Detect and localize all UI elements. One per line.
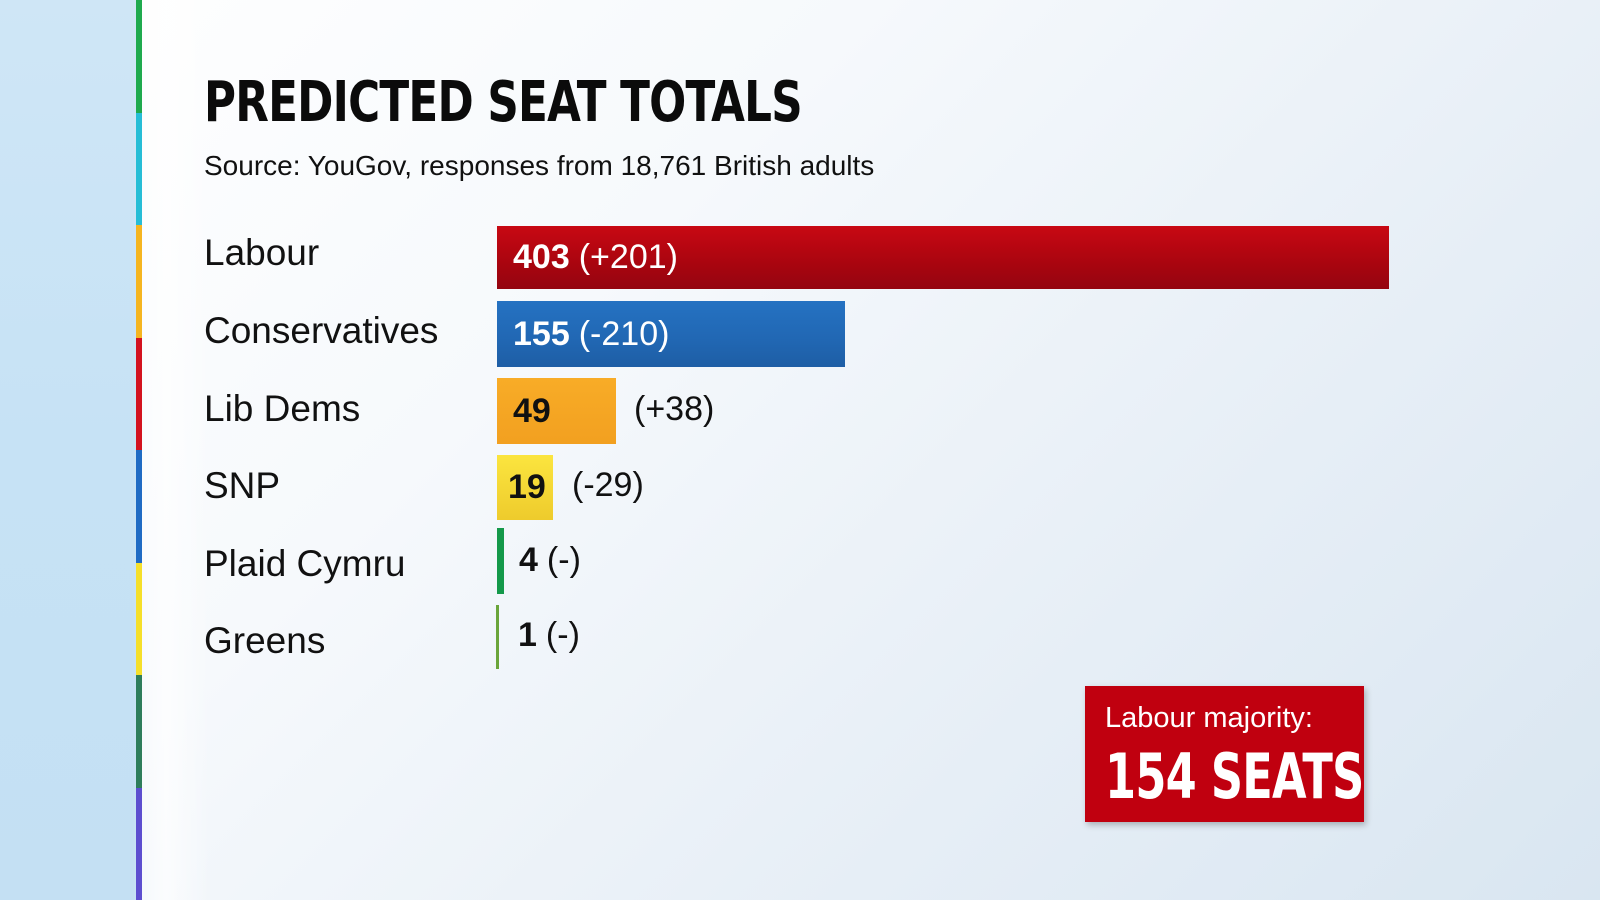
change-libdems-wrap: (+38) — [634, 390, 714, 429]
change-snp-wrap: (-29) — [572, 466, 644, 505]
stripe-segment — [136, 337, 142, 450]
chart-title: PREDICTED SEAT TOTALS — [204, 70, 803, 135]
majority-callout: Labour majority: 154 SEATS — [1085, 686, 1364, 822]
change-conservatives: (-210) — [578, 314, 670, 353]
change-greens: (-) — [545, 616, 580, 654]
bar-libdems: 49 — [497, 378, 616, 444]
left-decorative-panel — [0, 0, 136, 900]
bar-conservatives: 155 (-210) — [497, 301, 845, 367]
change-labour: (+201) — [578, 238, 678, 276]
seats-snp: 19 — [508, 468, 546, 506]
seats-libdems: 49 — [513, 391, 551, 430]
party-label-greens: Greens — [204, 620, 326, 661]
seats-plaid-cymru: 4 — [519, 541, 538, 579]
stripe-segment — [136, 0, 142, 113]
stripe-segment — [136, 225, 142, 338]
change-libdems: (+38) — [634, 390, 715, 428]
bar-labour: 403 (+201) — [497, 226, 1389, 289]
stripe-segment — [136, 787, 142, 900]
bar-snp: 19 — [497, 455, 553, 520]
party-label-snp: SNP — [204, 465, 281, 506]
majority-value: 154 SEATS — [1105, 740, 1364, 813]
stripe-segment — [136, 450, 142, 563]
majority-label: Labour majority: — [1105, 702, 1313, 734]
value-greens: 1 (-) — [518, 616, 580, 655]
party-label-libdems: Lib Dems — [204, 388, 361, 429]
value-plaid-cymru: 4 (-) — [519, 541, 581, 580]
seats-conservatives: 155 — [513, 314, 570, 353]
stripe-segment — [136, 675, 142, 788]
seats-greens: 1 — [518, 616, 537, 654]
stripe-segment — [136, 112, 142, 225]
bar-plaid-cymru — [497, 528, 504, 594]
color-stripe — [136, 0, 142, 900]
chart-subtitle: Source: YouGov, responses from 18,761 Br… — [204, 150, 875, 181]
party-label-plaid-cymru: Plaid Cymru — [204, 543, 406, 584]
stripe-segment — [136, 562, 142, 675]
party-label-conservatives: Conservatives — [204, 310, 439, 351]
bar-greens — [496, 605, 499, 669]
seats-labour: 403 — [513, 238, 570, 276]
change-plaid-cymru: (-) — [546, 541, 581, 579]
party-label-labour: Labour — [204, 232, 320, 273]
change-snp: (-29) — [572, 466, 644, 504]
